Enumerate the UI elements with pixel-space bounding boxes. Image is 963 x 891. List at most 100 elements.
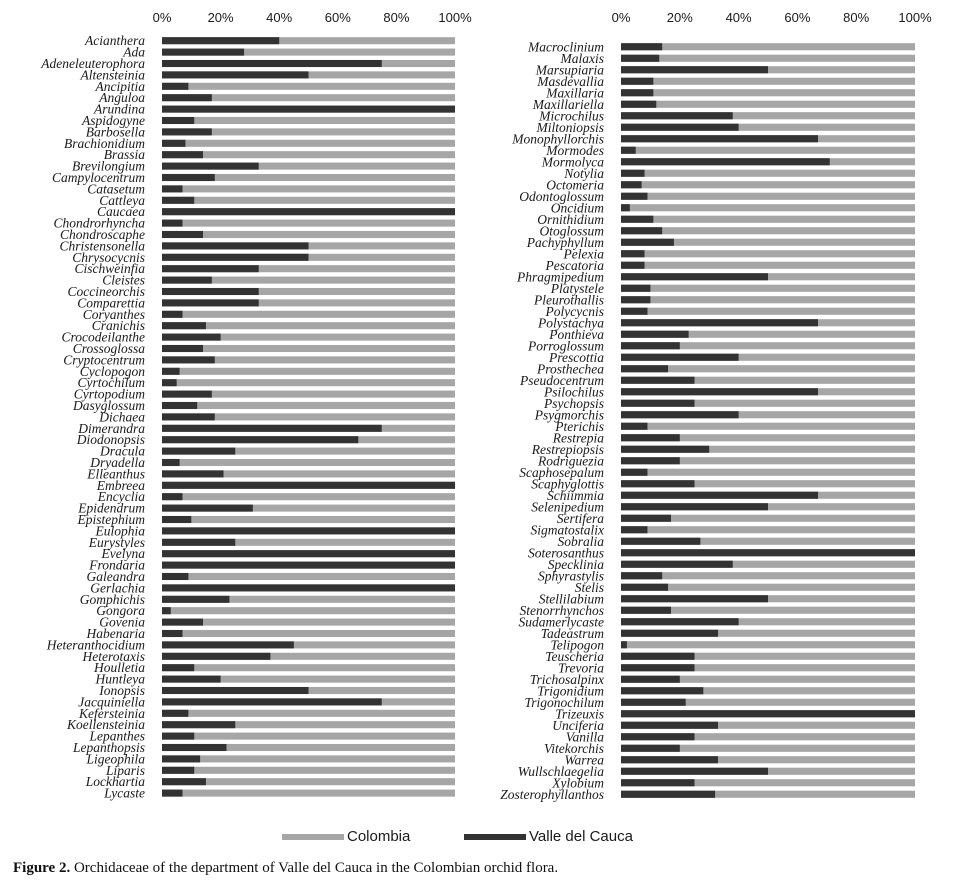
category-label: Cleistes — [102, 273, 145, 288]
bar-colombia — [621, 330, 915, 338]
bar-row: Cyrtochilum — [78, 375, 455, 390]
category-label: Coccineorchis — [68, 284, 145, 299]
category-label: Lepanthopsis — [72, 740, 145, 755]
bar-valle-del-cauca — [162, 196, 195, 204]
bar-colombia — [162, 299, 455, 307]
bar-valle-del-cauca — [621, 227, 663, 235]
bar-row: Diodonopsis — [76, 432, 455, 447]
bar-valle-del-cauca — [621, 376, 695, 384]
bar-valle-del-cauca — [621, 790, 716, 798]
bar-colombia — [162, 276, 455, 284]
bar-row: Warrea — [564, 752, 915, 767]
category-label: Monophyllorchis — [511, 131, 604, 146]
category-label: Cranichis — [92, 318, 145, 333]
category-label: Sobralia — [557, 534, 604, 549]
category-label: Lepanthes — [89, 729, 146, 744]
bar-row: Stenorrhynchos — [520, 603, 915, 618]
x-tick-label: 0% — [612, 10, 631, 25]
bar-row: Stelis — [575, 580, 915, 595]
category-label: Epistephium — [77, 512, 146, 527]
bar-row: Stellilabium — [539, 591, 915, 606]
bar-valle-del-cauca — [621, 307, 648, 315]
bar-row: Epistephium — [77, 512, 455, 527]
bar-valle-del-cauca — [162, 276, 212, 284]
bar-valle-del-cauca — [162, 116, 195, 125]
bar-row: Scaphyglottis — [531, 476, 915, 491]
bar-colombia — [621, 215, 915, 223]
bar-valle-del-cauca — [621, 779, 695, 787]
bar-row: Lycaste — [103, 786, 455, 801]
category-label: Malaxis — [560, 51, 605, 66]
bar-valle-del-cauca — [162, 755, 201, 763]
bar-row: Pleurothallis — [533, 292, 915, 307]
bar-valle-del-cauca — [621, 181, 642, 189]
bar-valle-del-cauca — [162, 595, 230, 603]
bar-valle-del-cauca — [621, 215, 654, 223]
category-label: Ornithidium — [537, 212, 604, 227]
category-label: Warrea — [564, 752, 604, 767]
bar-colombia — [162, 162, 455, 170]
bar-valle-del-cauca — [621, 721, 719, 729]
category-label: Psychopsis — [543, 396, 604, 411]
category-label: Mormodes — [545, 143, 604, 158]
category-label: Macroclinium — [527, 39, 604, 54]
bar-row: Chondroscaphe — [60, 227, 455, 242]
category-label: Chondroscaphe — [60, 227, 145, 242]
bar-row: Oncidium — [551, 200, 915, 215]
bar-colombia — [621, 744, 915, 752]
category-label: Dracula — [99, 444, 145, 459]
bar-row: Pseudocentrum — [519, 373, 915, 388]
bar-row: Specklinia — [548, 557, 915, 572]
category-label: Adeneleuterophora — [40, 56, 145, 71]
bar-colombia — [162, 185, 455, 193]
caption-label: Figure 2. — [13, 860, 71, 876]
bar-row: Crocodeilanthe — [62, 330, 455, 345]
bar-row: Epidendrum — [77, 501, 455, 516]
bar-colombia — [162, 470, 455, 478]
bar-valle-del-cauca — [621, 250, 645, 258]
category-label: Frondaria — [88, 558, 145, 573]
bar-colombia — [162, 196, 455, 204]
category-label: Wullschlaegelia — [518, 764, 604, 779]
bar-colombia — [162, 515, 455, 524]
bar-colombia — [621, 100, 915, 108]
bar-valle-del-cauca — [162, 527, 455, 535]
bar-colombia — [162, 94, 455, 102]
category-label: Specklinia — [548, 557, 604, 572]
bar-valle-del-cauca — [621, 353, 739, 361]
bar-colombia — [162, 322, 455, 330]
category-label: Lockhartia — [85, 774, 145, 789]
category-label: Soterosanthus — [528, 545, 604, 560]
category-label: Eulophia — [95, 523, 146, 538]
bar-valle-del-cauca — [162, 401, 198, 410]
category-label: Sudamerlycaste — [519, 614, 604, 629]
bar-row: Ada — [122, 45, 455, 60]
bar-valle-del-cauca — [162, 344, 204, 353]
category-label: Koellensteinia — [66, 717, 145, 732]
bar-row: Coryanthes — [83, 307, 455, 322]
bar-valle-del-cauca — [621, 595, 768, 603]
category-label: Trigonochilum — [524, 695, 604, 710]
category-label: Pelexia — [563, 246, 605, 261]
bar-colombia — [621, 457, 915, 465]
bar-valle-del-cauca — [621, 112, 733, 120]
bar-valle-del-cauca — [621, 388, 818, 396]
bar-valle-del-cauca — [621, 422, 648, 430]
bar-valle-del-cauca — [621, 158, 830, 166]
bar-colombia — [621, 376, 915, 384]
bar-valle-del-cauca — [621, 526, 648, 534]
bar-row: Sobralia — [557, 534, 915, 549]
bar-valle-del-cauca — [621, 399, 695, 407]
bar-row: Vanilla — [566, 729, 915, 744]
bar-row: Zosterophyllanthos — [500, 787, 915, 802]
bar-row: Octomeria — [546, 177, 915, 192]
bar-row: Lepanthes — [89, 729, 455, 744]
bar-colombia — [162, 219, 455, 227]
category-label: Evelyna — [101, 546, 146, 561]
bar-row: Comparettia — [77, 295, 455, 310]
bar-row: Gongora — [96, 603, 455, 618]
bar-colombia — [621, 721, 915, 729]
category-label: Porroglossum — [527, 338, 604, 353]
bar-colombia — [162, 173, 455, 182]
bar-valle-del-cauca — [162, 71, 309, 79]
